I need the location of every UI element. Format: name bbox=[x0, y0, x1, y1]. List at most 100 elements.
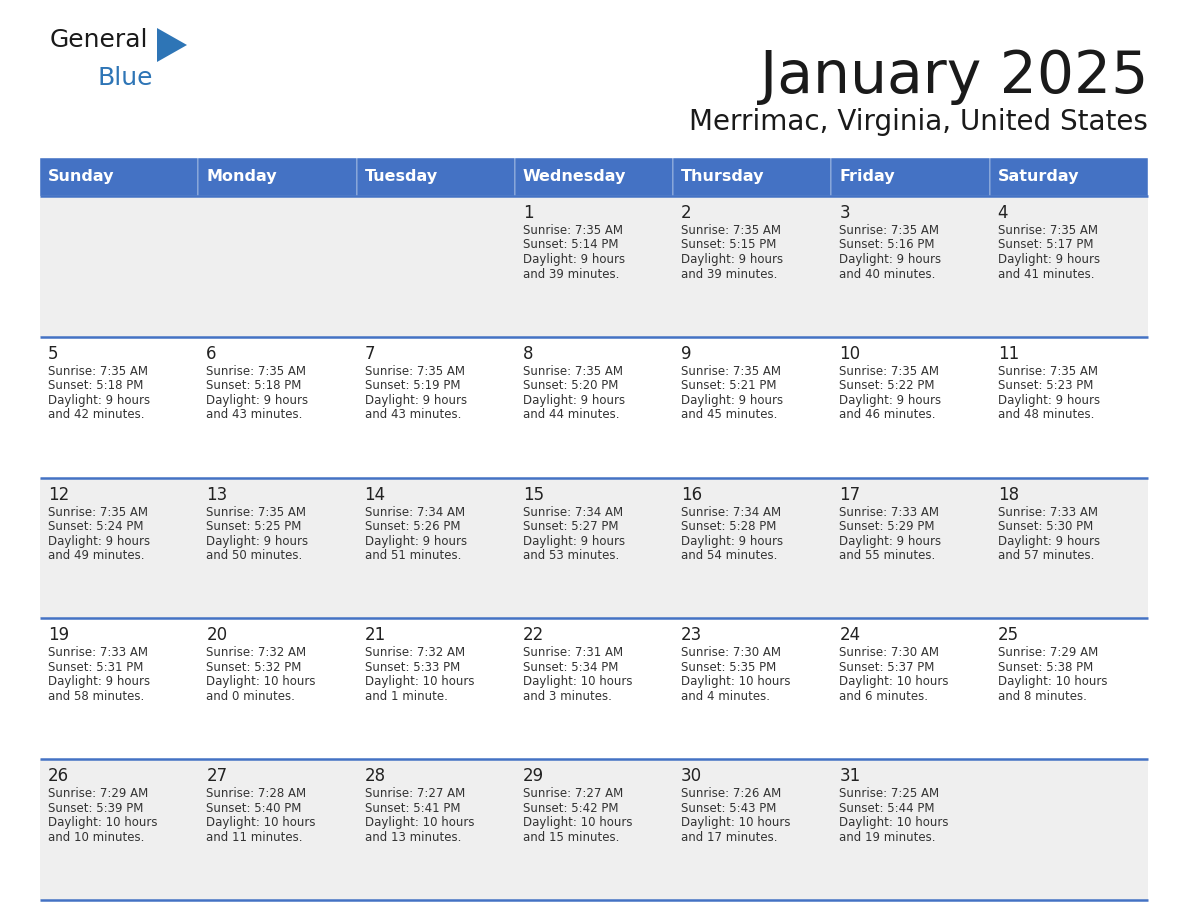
Text: January 2025: January 2025 bbox=[759, 48, 1148, 105]
Text: Sunset: 5:27 PM: Sunset: 5:27 PM bbox=[523, 521, 619, 533]
Text: Daylight: 10 hours: Daylight: 10 hours bbox=[523, 816, 632, 829]
Bar bbox=[356, 337, 514, 477]
Text: Sunset: 5:18 PM: Sunset: 5:18 PM bbox=[207, 379, 302, 392]
Text: Sunrise: 7:33 AM: Sunrise: 7:33 AM bbox=[998, 506, 1098, 519]
Text: 1: 1 bbox=[523, 204, 533, 222]
Text: Sunrise: 7:35 AM: Sunrise: 7:35 AM bbox=[48, 364, 148, 378]
Text: and 43 minutes.: and 43 minutes. bbox=[207, 409, 303, 421]
Text: Daylight: 9 hours: Daylight: 9 hours bbox=[207, 534, 309, 548]
Text: and 41 minutes.: and 41 minutes. bbox=[998, 267, 1094, 281]
Text: Thursday: Thursday bbox=[681, 170, 765, 185]
Bar bbox=[198, 158, 356, 196]
Text: Daylight: 9 hours: Daylight: 9 hours bbox=[523, 394, 625, 407]
Text: and 40 minutes.: and 40 minutes. bbox=[840, 267, 936, 281]
Text: 15: 15 bbox=[523, 486, 544, 504]
Bar bbox=[40, 196, 198, 337]
Text: Daylight: 10 hours: Daylight: 10 hours bbox=[681, 816, 791, 829]
Bar bbox=[356, 196, 514, 337]
Bar bbox=[198, 477, 356, 619]
Text: Daylight: 10 hours: Daylight: 10 hours bbox=[523, 676, 632, 688]
Text: Sunrise: 7:35 AM: Sunrise: 7:35 AM bbox=[840, 364, 940, 378]
Text: Sunrise: 7:33 AM: Sunrise: 7:33 AM bbox=[48, 646, 148, 659]
Text: and 57 minutes.: and 57 minutes. bbox=[998, 549, 1094, 562]
Text: 24: 24 bbox=[840, 626, 860, 644]
Bar bbox=[514, 477, 674, 619]
Bar bbox=[990, 196, 1148, 337]
Text: and 4 minutes.: and 4 minutes. bbox=[681, 690, 770, 703]
Bar bbox=[514, 337, 674, 477]
Text: Sunset: 5:35 PM: Sunset: 5:35 PM bbox=[681, 661, 777, 674]
Bar bbox=[198, 759, 356, 900]
Text: and 6 minutes.: and 6 minutes. bbox=[840, 690, 929, 703]
Text: Sunrise: 7:25 AM: Sunrise: 7:25 AM bbox=[840, 788, 940, 800]
Text: Daylight: 10 hours: Daylight: 10 hours bbox=[998, 676, 1107, 688]
Text: Sunrise: 7:31 AM: Sunrise: 7:31 AM bbox=[523, 646, 623, 659]
Text: Merrimac, Virginia, United States: Merrimac, Virginia, United States bbox=[689, 108, 1148, 136]
Text: 17: 17 bbox=[840, 486, 860, 504]
Text: Sunrise: 7:34 AM: Sunrise: 7:34 AM bbox=[365, 506, 465, 519]
Bar bbox=[990, 477, 1148, 619]
Text: Blue: Blue bbox=[97, 66, 153, 90]
Text: Daylight: 10 hours: Daylight: 10 hours bbox=[365, 816, 474, 829]
Text: Sunset: 5:34 PM: Sunset: 5:34 PM bbox=[523, 661, 618, 674]
Text: and 48 minutes.: and 48 minutes. bbox=[998, 409, 1094, 421]
Text: Sunrise: 7:35 AM: Sunrise: 7:35 AM bbox=[840, 224, 940, 237]
Text: Sunrise: 7:35 AM: Sunrise: 7:35 AM bbox=[207, 364, 307, 378]
Bar bbox=[990, 337, 1148, 477]
Text: and 42 minutes.: and 42 minutes. bbox=[48, 409, 145, 421]
Text: Sunrise: 7:33 AM: Sunrise: 7:33 AM bbox=[840, 506, 940, 519]
Text: Sunrise: 7:27 AM: Sunrise: 7:27 AM bbox=[523, 788, 624, 800]
Text: Sunset: 5:26 PM: Sunset: 5:26 PM bbox=[365, 521, 460, 533]
Text: and 19 minutes.: and 19 minutes. bbox=[840, 831, 936, 844]
Text: Friday: Friday bbox=[840, 170, 895, 185]
Text: Daylight: 10 hours: Daylight: 10 hours bbox=[207, 816, 316, 829]
Text: Tuesday: Tuesday bbox=[365, 170, 437, 185]
Text: and 58 minutes.: and 58 minutes. bbox=[48, 690, 144, 703]
Text: Sunrise: 7:35 AM: Sunrise: 7:35 AM bbox=[998, 364, 1098, 378]
Bar bbox=[356, 759, 514, 900]
Text: Sunrise: 7:35 AM: Sunrise: 7:35 AM bbox=[998, 224, 1098, 237]
Text: Sunset: 5:18 PM: Sunset: 5:18 PM bbox=[48, 379, 144, 392]
Text: Sunday: Sunday bbox=[48, 170, 114, 185]
Text: Sunrise: 7:35 AM: Sunrise: 7:35 AM bbox=[48, 506, 148, 519]
Text: Daylight: 9 hours: Daylight: 9 hours bbox=[681, 534, 783, 548]
Bar bbox=[356, 619, 514, 759]
Text: Sunset: 5:41 PM: Sunset: 5:41 PM bbox=[365, 801, 460, 814]
Text: Sunrise: 7:32 AM: Sunrise: 7:32 AM bbox=[207, 646, 307, 659]
Text: 13: 13 bbox=[207, 486, 228, 504]
Text: Sunset: 5:20 PM: Sunset: 5:20 PM bbox=[523, 379, 618, 392]
Bar bbox=[40, 477, 198, 619]
Text: Sunrise: 7:35 AM: Sunrise: 7:35 AM bbox=[523, 224, 623, 237]
Text: Sunset: 5:39 PM: Sunset: 5:39 PM bbox=[48, 801, 144, 814]
Text: and 55 minutes.: and 55 minutes. bbox=[840, 549, 936, 562]
Bar bbox=[40, 337, 198, 477]
Bar bbox=[674, 196, 832, 337]
Text: Sunset: 5:40 PM: Sunset: 5:40 PM bbox=[207, 801, 302, 814]
Text: and 39 minutes.: and 39 minutes. bbox=[523, 267, 619, 281]
Text: 18: 18 bbox=[998, 486, 1019, 504]
Text: 31: 31 bbox=[840, 767, 860, 785]
Text: and 10 minutes.: and 10 minutes. bbox=[48, 831, 145, 844]
Text: Sunrise: 7:35 AM: Sunrise: 7:35 AM bbox=[207, 506, 307, 519]
Text: and 44 minutes.: and 44 minutes. bbox=[523, 409, 619, 421]
Text: Sunset: 5:14 PM: Sunset: 5:14 PM bbox=[523, 239, 619, 252]
Text: 20: 20 bbox=[207, 626, 227, 644]
Text: Daylight: 9 hours: Daylight: 9 hours bbox=[681, 394, 783, 407]
Text: and 43 minutes.: and 43 minutes. bbox=[365, 409, 461, 421]
Text: Sunset: 5:33 PM: Sunset: 5:33 PM bbox=[365, 661, 460, 674]
Text: Daylight: 10 hours: Daylight: 10 hours bbox=[48, 816, 158, 829]
Text: 5: 5 bbox=[48, 345, 58, 363]
Bar bbox=[832, 196, 990, 337]
Bar bbox=[832, 477, 990, 619]
Text: 6: 6 bbox=[207, 345, 216, 363]
Text: Daylight: 9 hours: Daylight: 9 hours bbox=[48, 676, 150, 688]
Bar bbox=[198, 619, 356, 759]
Text: 23: 23 bbox=[681, 626, 702, 644]
Text: General: General bbox=[50, 28, 148, 52]
Text: Daylight: 10 hours: Daylight: 10 hours bbox=[365, 676, 474, 688]
Text: 9: 9 bbox=[681, 345, 691, 363]
Text: Daylight: 10 hours: Daylight: 10 hours bbox=[840, 676, 949, 688]
Text: Sunrise: 7:35 AM: Sunrise: 7:35 AM bbox=[681, 364, 782, 378]
Text: Sunrise: 7:35 AM: Sunrise: 7:35 AM bbox=[681, 224, 782, 237]
Text: Sunset: 5:42 PM: Sunset: 5:42 PM bbox=[523, 801, 619, 814]
